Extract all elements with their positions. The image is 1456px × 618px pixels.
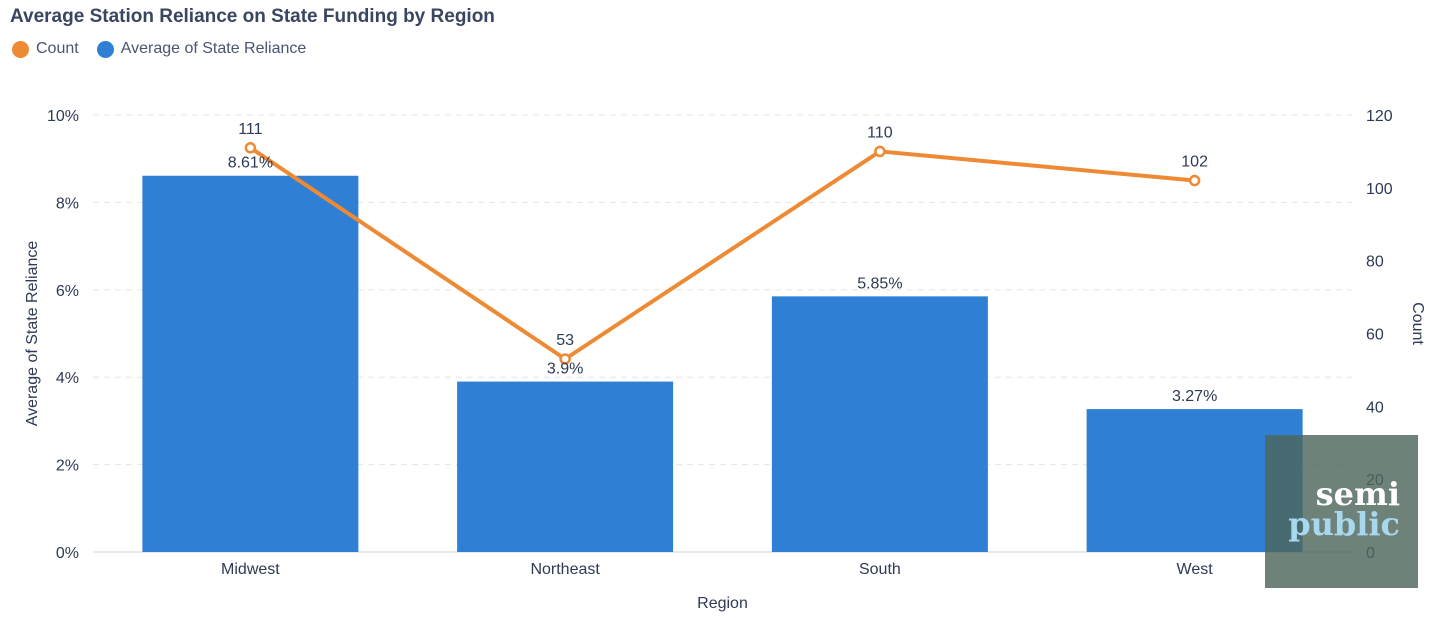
- count-point: [559, 353, 571, 365]
- x-tick-label: West: [1177, 561, 1214, 578]
- x-tick-label: South: [859, 561, 901, 578]
- y-tick-label: 8%: [56, 195, 79, 212]
- count-value-label: 111: [238, 121, 262, 138]
- y2-tick-label: 80: [1366, 254, 1384, 271]
- logo-text-semi: semi: [1315, 475, 1400, 513]
- y2-tick-label: 40: [1366, 399, 1384, 416]
- y-tick-label: 10%: [47, 108, 79, 125]
- y2-tick-label: 100: [1366, 181, 1393, 198]
- bar-value-label: 5.85%: [857, 275, 902, 292]
- y2-tick-label: 120: [1366, 108, 1393, 125]
- y2-tick-label: 60: [1366, 327, 1384, 344]
- legend-label-state-reliance: Average of State Reliance: [120, 40, 307, 57]
- count-point: [244, 142, 257, 154]
- bar: [142, 175, 359, 553]
- x-axis-title: Region: [697, 595, 748, 612]
- count-line: [249, 146, 1195, 361]
- y2-axis-title: Count: [1409, 302, 1426, 345]
- legend-label-count: Count: [36, 40, 79, 57]
- y-tick-label: 4%: [56, 370, 79, 387]
- legend-item-state-reliance[interactable]: Average of State Reliance: [96, 40, 307, 58]
- legend: Count Average of State Reliance: [12, 40, 306, 58]
- count-value-label: 102: [1181, 154, 1208, 171]
- count-point: [1188, 174, 1201, 187]
- y-tick-label: 2%: [56, 458, 79, 475]
- bar-value-label: 8.61%: [228, 155, 273, 172]
- bar: [457, 381, 674, 552]
- count-value-label: 53: [556, 332, 574, 349]
- y-tick-label: 6%: [56, 283, 79, 300]
- count-value-label: 110: [867, 124, 893, 141]
- legend-swatch-count: [12, 40, 29, 58]
- y-tick-label: 0%: [56, 545, 79, 562]
- chart-title: Average Station Reliance on State Fundin…: [10, 6, 495, 27]
- logo-text-public: public: [1288, 505, 1400, 543]
- legend-item-count[interactable]: Count: [12, 40, 79, 58]
- bar-value-label: 3.27%: [1172, 388, 1217, 405]
- x-tick-label: Northeast: [530, 561, 600, 578]
- bar-value-label: 3.9%: [547, 361, 583, 378]
- y-axis-title: Average of State Reliance: [24, 241, 41, 427]
- x-tick-label: Midwest: [221, 561, 280, 578]
- bar: [771, 296, 988, 552]
- semipublic-logo: semi public: [1265, 435, 1418, 588]
- count-point: [874, 145, 886, 158]
- legend-swatch-state-reliance: [96, 40, 114, 58]
